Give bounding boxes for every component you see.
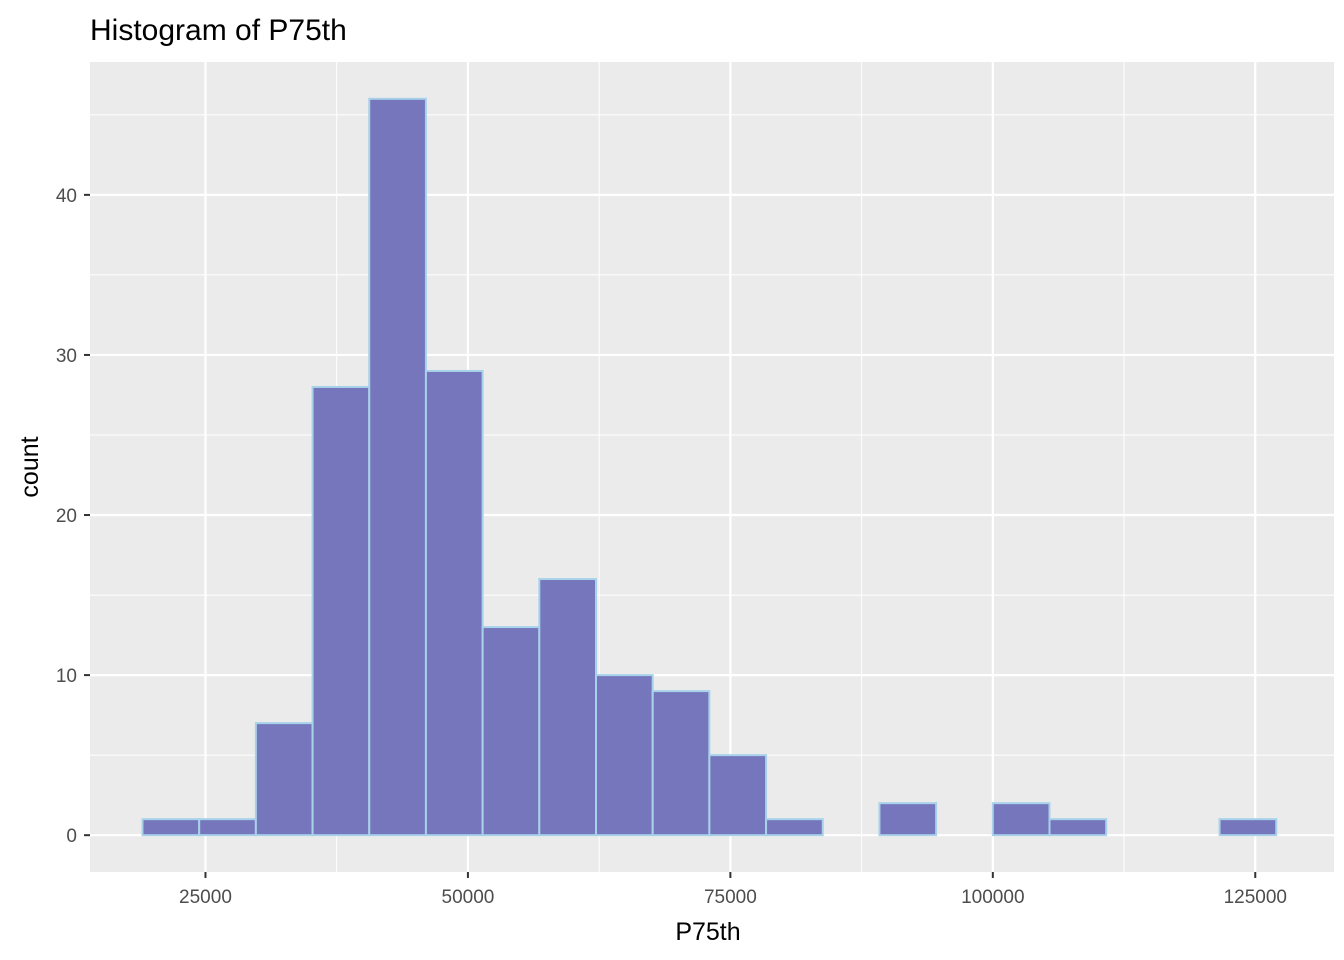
y-tick-label: 10: [56, 666, 77, 687]
x-tick-label: 125000: [1224, 887, 1287, 908]
x-tick-label: 100000: [961, 887, 1024, 908]
histogram-bar: [311, 385, 371, 837]
histogram-bar: [424, 369, 484, 837]
y-tick-label: 40: [56, 186, 77, 207]
histogram-bar: [198, 818, 257, 837]
histogram-bar: [991, 802, 1051, 837]
histogram-bar: [765, 818, 824, 837]
histogram-bar: [651, 690, 711, 837]
x-axis-ticks: 25000 50000 75000 100000 125000: [179, 872, 1287, 908]
chart-title: Histogram of P75th: [90, 14, 347, 47]
y-tick-label: 0: [66, 826, 77, 847]
x-tick-label: 50000: [442, 887, 495, 908]
histogram-bar: [1048, 818, 1108, 837]
histogram-bar: [538, 578, 597, 837]
histogram-bar: [594, 674, 654, 837]
histogram-bar: [254, 722, 314, 837]
histogram-bar: [878, 802, 938, 837]
y-tick-label: 30: [56, 346, 77, 367]
histogram-bar: [368, 97, 427, 837]
histogram-bar: [481, 626, 541, 837]
x-tick-label: 75000: [704, 887, 757, 908]
y-tick-label: 20: [56, 506, 77, 527]
x-tick-label: 25000: [179, 887, 232, 908]
y-axis-ticks: 0 10 20 30 40: [56, 186, 90, 847]
x-axis-title: P75th: [675, 918, 740, 946]
histogram-bars: [141, 97, 1278, 837]
minor-gridlines: [90, 62, 1334, 872]
histogram-bar: [1218, 818, 1278, 837]
y-axis-title: count: [16, 436, 44, 497]
histogram-bar: [708, 754, 768, 837]
histogram-bar: [141, 818, 201, 837]
